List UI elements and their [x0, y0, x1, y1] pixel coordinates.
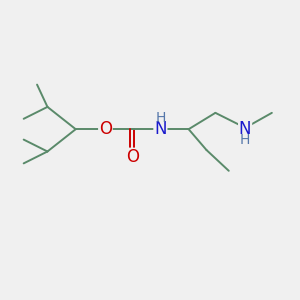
Text: N: N: [154, 120, 167, 138]
Text: O: O: [126, 148, 139, 166]
Text: H: H: [240, 134, 250, 148]
Text: O: O: [99, 120, 112, 138]
Text: N: N: [239, 120, 251, 138]
Text: H: H: [155, 111, 166, 125]
